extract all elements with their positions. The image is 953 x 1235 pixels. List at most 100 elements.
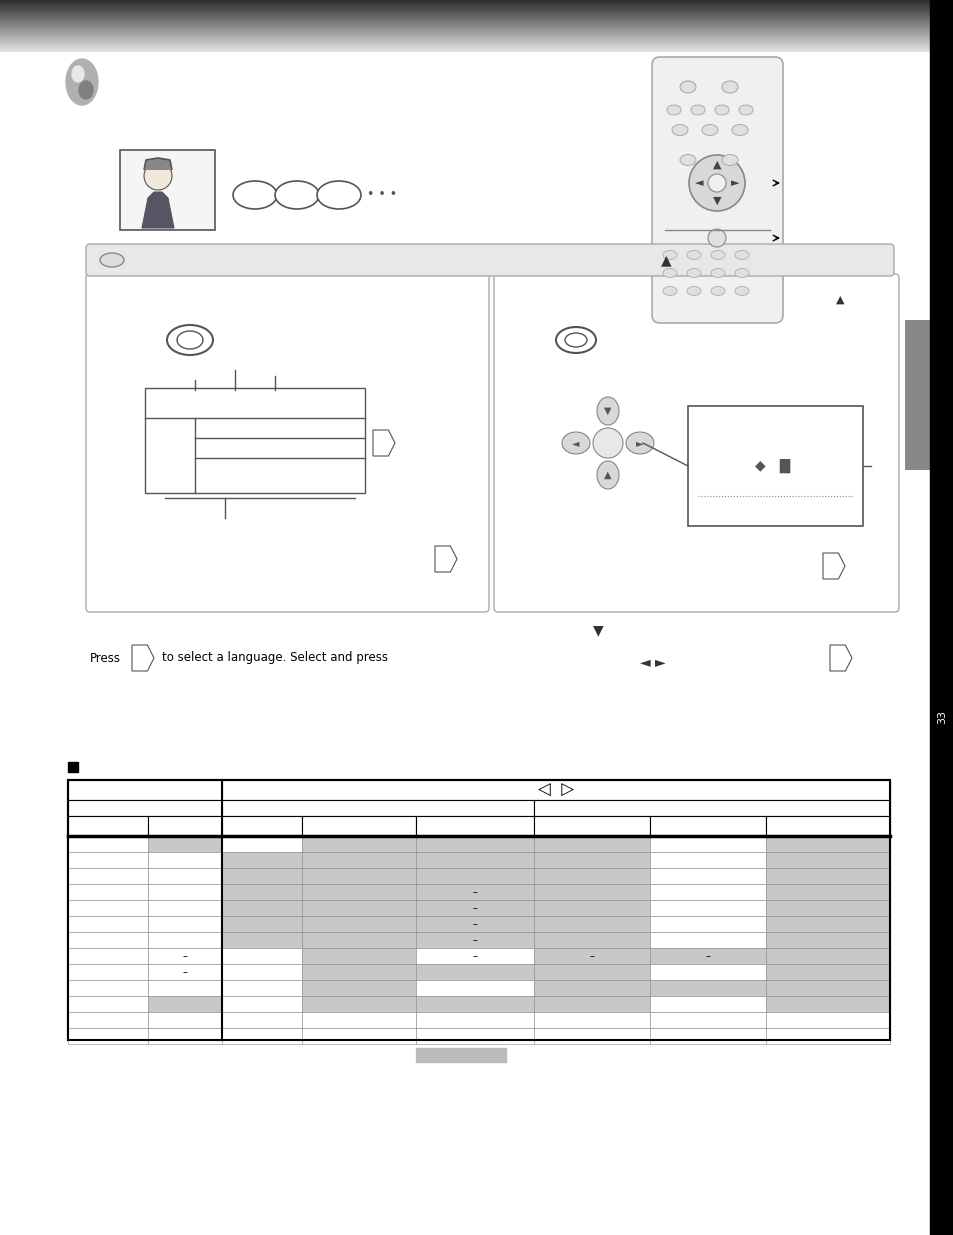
Bar xyxy=(222,981,302,995)
Bar xyxy=(148,900,222,916)
Bar xyxy=(534,868,649,884)
Bar xyxy=(765,916,889,932)
Bar xyxy=(148,965,222,981)
Ellipse shape xyxy=(100,253,124,267)
Ellipse shape xyxy=(233,182,276,209)
Circle shape xyxy=(707,228,725,247)
Bar xyxy=(302,965,416,981)
Bar xyxy=(302,1011,416,1028)
Bar xyxy=(68,995,148,1011)
Bar xyxy=(68,836,148,852)
Bar xyxy=(765,852,889,868)
Bar xyxy=(765,1028,889,1044)
Bar xyxy=(68,868,148,884)
FancyBboxPatch shape xyxy=(86,274,489,613)
Bar xyxy=(222,1028,302,1044)
Bar xyxy=(222,800,534,816)
Ellipse shape xyxy=(690,105,704,115)
Ellipse shape xyxy=(734,287,748,295)
Bar xyxy=(534,1028,649,1044)
Ellipse shape xyxy=(679,154,696,165)
Text: • • •: • • • xyxy=(367,189,396,201)
Ellipse shape xyxy=(597,396,618,425)
Ellipse shape xyxy=(671,125,687,136)
Bar xyxy=(68,781,222,800)
Ellipse shape xyxy=(66,59,98,105)
Bar xyxy=(416,1049,505,1062)
Bar xyxy=(649,995,765,1011)
Text: to select a language. Select and press: to select a language. Select and press xyxy=(162,652,388,664)
Bar xyxy=(68,800,222,816)
Polygon shape xyxy=(373,430,395,456)
Bar xyxy=(68,884,148,900)
Bar xyxy=(68,781,889,1040)
Bar xyxy=(68,1028,148,1044)
Bar xyxy=(416,816,534,836)
Bar xyxy=(68,948,148,965)
Text: ►: ► xyxy=(730,178,739,188)
Bar xyxy=(765,932,889,948)
Bar xyxy=(534,884,649,900)
Bar xyxy=(534,981,649,995)
Bar xyxy=(68,762,78,772)
Text: –: – xyxy=(472,887,476,897)
Bar xyxy=(148,932,222,948)
Ellipse shape xyxy=(167,325,213,354)
Circle shape xyxy=(707,174,725,191)
Bar xyxy=(416,1028,534,1044)
Text: ▼: ▼ xyxy=(712,196,720,206)
Bar xyxy=(68,781,889,1040)
Bar xyxy=(148,995,222,1011)
Bar xyxy=(649,1011,765,1028)
Polygon shape xyxy=(132,645,153,671)
Bar xyxy=(302,916,416,932)
Bar xyxy=(416,995,534,1011)
Bar xyxy=(148,916,222,932)
Bar xyxy=(302,852,416,868)
Bar xyxy=(68,916,148,932)
Bar xyxy=(765,868,889,884)
Bar xyxy=(765,995,889,1011)
Bar xyxy=(68,816,148,836)
Bar xyxy=(649,884,765,900)
Ellipse shape xyxy=(662,287,677,295)
Ellipse shape xyxy=(714,105,728,115)
Ellipse shape xyxy=(710,251,724,259)
Bar xyxy=(416,1011,534,1028)
Ellipse shape xyxy=(71,65,84,82)
Ellipse shape xyxy=(731,125,747,136)
Ellipse shape xyxy=(177,331,203,350)
Text: –: – xyxy=(472,935,476,945)
Circle shape xyxy=(688,156,744,211)
Ellipse shape xyxy=(686,268,700,278)
Polygon shape xyxy=(822,553,844,579)
Text: ▼: ▼ xyxy=(603,406,611,416)
Bar xyxy=(765,948,889,965)
Bar xyxy=(145,388,365,493)
Text: Press: Press xyxy=(90,652,121,664)
Text: ◆  ▐▌: ◆ ▐▌ xyxy=(754,459,795,473)
Text: ◁  ▷: ◁ ▷ xyxy=(537,781,574,799)
Bar xyxy=(649,1028,765,1044)
Bar xyxy=(416,965,534,981)
Text: ▼: ▼ xyxy=(592,622,602,637)
Text: ▲: ▲ xyxy=(603,471,611,480)
Bar xyxy=(649,868,765,884)
Ellipse shape xyxy=(666,105,680,115)
Bar xyxy=(765,965,889,981)
Ellipse shape xyxy=(662,251,677,259)
Ellipse shape xyxy=(739,105,752,115)
Ellipse shape xyxy=(734,268,748,278)
Text: –: – xyxy=(472,903,476,913)
Ellipse shape xyxy=(734,251,748,259)
Bar xyxy=(534,900,649,916)
Bar xyxy=(302,981,416,995)
Bar xyxy=(222,852,302,868)
Bar xyxy=(222,995,302,1011)
Bar xyxy=(416,948,534,965)
Bar xyxy=(765,816,889,836)
Text: ◄ ►: ◄ ► xyxy=(639,656,665,671)
Bar xyxy=(929,0,953,1235)
Text: ◄: ◄ xyxy=(572,438,579,448)
Ellipse shape xyxy=(561,432,589,454)
